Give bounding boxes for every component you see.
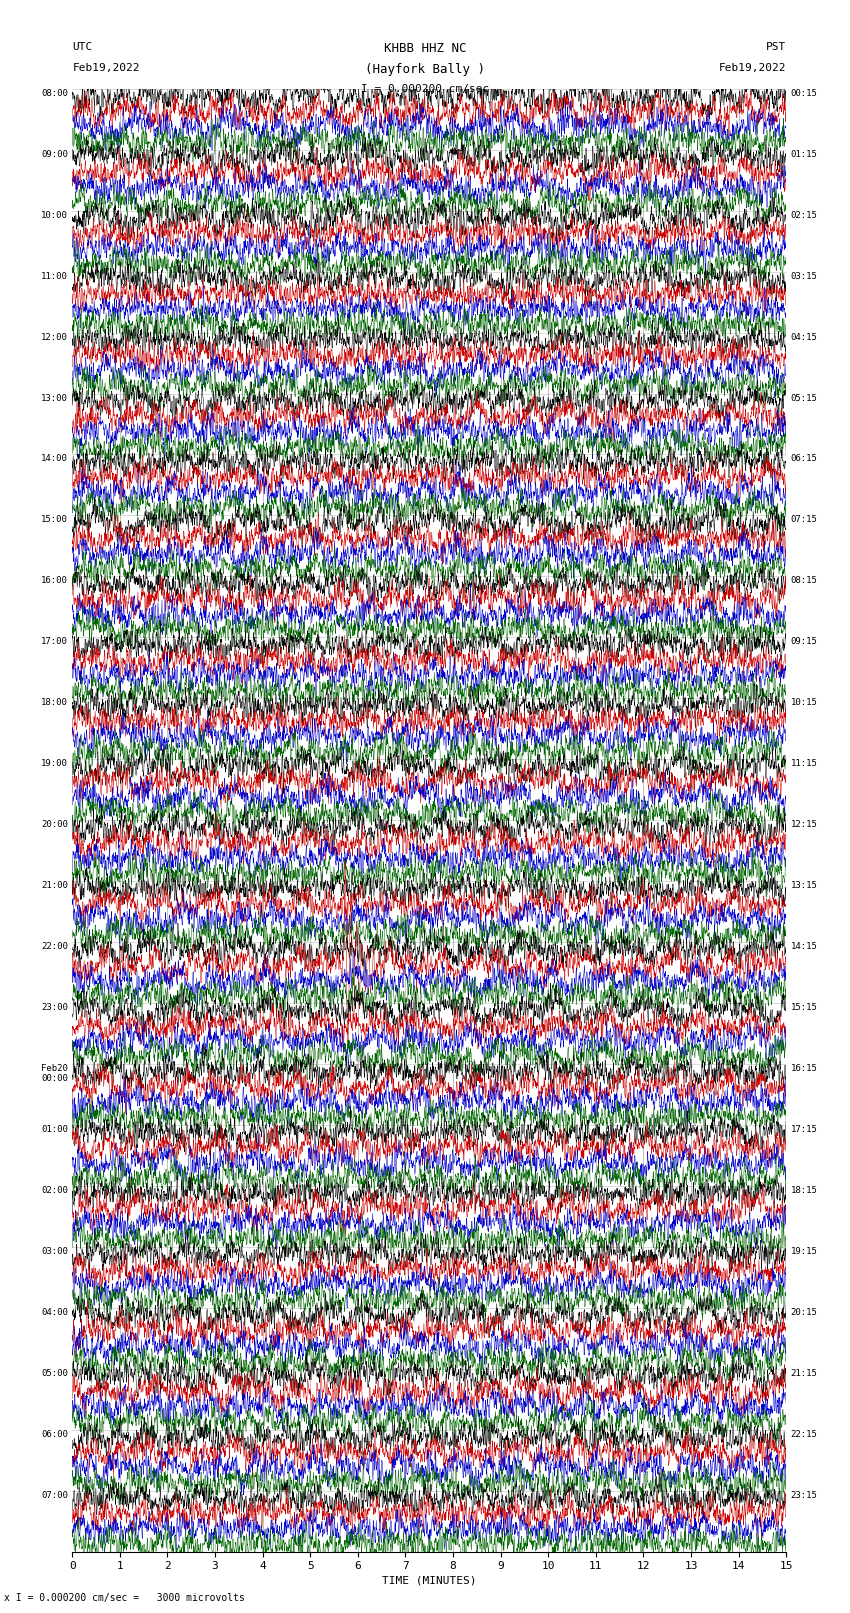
Text: Feb19,2022: Feb19,2022	[72, 63, 139, 73]
Text: 04:00: 04:00	[41, 1308, 68, 1316]
Text: 13:15: 13:15	[790, 881, 818, 890]
Text: 08:15: 08:15	[790, 576, 818, 586]
Text: 03:15: 03:15	[790, 271, 818, 281]
Text: I = 0.000200 cm/sec: I = 0.000200 cm/sec	[361, 84, 489, 94]
Text: 07:00: 07:00	[41, 1490, 68, 1500]
Text: 15:00: 15:00	[41, 516, 68, 524]
Text: KHBB HHZ NC: KHBB HHZ NC	[383, 42, 467, 55]
Text: 13:00: 13:00	[41, 394, 68, 403]
Text: 17:00: 17:00	[41, 637, 68, 647]
X-axis label: TIME (MINUTES): TIME (MINUTES)	[382, 1576, 477, 1586]
Text: 15:15: 15:15	[790, 1003, 818, 1011]
Text: 11:00: 11:00	[41, 271, 68, 281]
Text: x I = 0.000200 cm/sec =   3000 microvolts: x I = 0.000200 cm/sec = 3000 microvolts	[4, 1594, 245, 1603]
Text: 05:00: 05:00	[41, 1369, 68, 1378]
Text: 18:15: 18:15	[790, 1186, 818, 1195]
Text: 11:15: 11:15	[790, 760, 818, 768]
Text: (Hayfork Bally ): (Hayfork Bally )	[365, 63, 485, 76]
Text: 22:15: 22:15	[790, 1429, 818, 1439]
Text: 18:00: 18:00	[41, 698, 68, 706]
Text: 01:00: 01:00	[41, 1124, 68, 1134]
Text: 10:00: 10:00	[41, 211, 68, 219]
Text: 06:15: 06:15	[790, 455, 818, 463]
Text: 03:00: 03:00	[41, 1247, 68, 1257]
Text: 06:00: 06:00	[41, 1429, 68, 1439]
Text: 12:00: 12:00	[41, 332, 68, 342]
Text: 04:15: 04:15	[790, 332, 818, 342]
Text: Feb19,2022: Feb19,2022	[719, 63, 786, 73]
Text: 22:00: 22:00	[41, 942, 68, 952]
Text: 19:15: 19:15	[790, 1247, 818, 1257]
Text: Feb20
00:00: Feb20 00:00	[41, 1065, 68, 1084]
Text: 16:15: 16:15	[790, 1065, 818, 1073]
Text: 09:15: 09:15	[790, 637, 818, 647]
Text: 08:00: 08:00	[41, 89, 68, 98]
Text: 17:15: 17:15	[790, 1124, 818, 1134]
Text: 02:15: 02:15	[790, 211, 818, 219]
Text: 14:15: 14:15	[790, 942, 818, 952]
Text: 19:00: 19:00	[41, 760, 68, 768]
Text: 05:15: 05:15	[790, 394, 818, 403]
Text: UTC: UTC	[72, 42, 93, 52]
Text: 07:15: 07:15	[790, 516, 818, 524]
Text: 12:15: 12:15	[790, 821, 818, 829]
Text: 20:00: 20:00	[41, 821, 68, 829]
Text: 23:15: 23:15	[790, 1490, 818, 1500]
Text: 21:15: 21:15	[790, 1369, 818, 1378]
Text: 01:15: 01:15	[790, 150, 818, 158]
Text: 00:15: 00:15	[790, 89, 818, 98]
Text: 16:00: 16:00	[41, 576, 68, 586]
Text: 09:00: 09:00	[41, 150, 68, 158]
Text: PST: PST	[766, 42, 786, 52]
Text: 20:15: 20:15	[790, 1308, 818, 1316]
Text: 14:00: 14:00	[41, 455, 68, 463]
Text: 10:15: 10:15	[790, 698, 818, 706]
Text: 21:00: 21:00	[41, 881, 68, 890]
Text: 02:00: 02:00	[41, 1186, 68, 1195]
Text: 23:00: 23:00	[41, 1003, 68, 1011]
